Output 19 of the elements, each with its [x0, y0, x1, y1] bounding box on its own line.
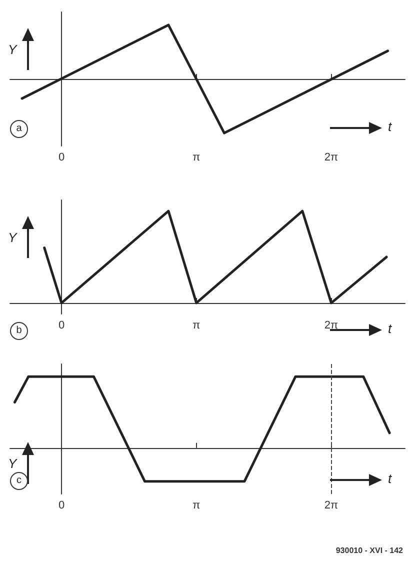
y-axis-title: Y: [8, 230, 17, 245]
x-tick-label: π: [192, 500, 201, 512]
x-tick-label: 2π: [324, 152, 339, 164]
x-tick-label: 2π: [324, 500, 339, 512]
x-tick-label: π: [192, 320, 201, 332]
x-axis-title: t: [388, 119, 392, 134]
x-tick-label: 0: [58, 320, 65, 332]
x-tick-label: π: [192, 152, 201, 164]
x-axis-title: t: [388, 471, 392, 486]
x-tick-label: 2π: [324, 320, 339, 332]
x-tick-label: 0: [58, 152, 65, 164]
y-axis-title: Y: [8, 42, 17, 57]
x-tick-label: 0: [58, 500, 65, 512]
annotation: a: [10, 120, 28, 138]
text: 930010 - XVI - 142: [336, 546, 403, 555]
x-axis-title: t: [388, 321, 392, 336]
annotation: c: [10, 472, 28, 490]
y-axis-title: Y: [8, 456, 17, 471]
text: b: [10, 322, 28, 340]
